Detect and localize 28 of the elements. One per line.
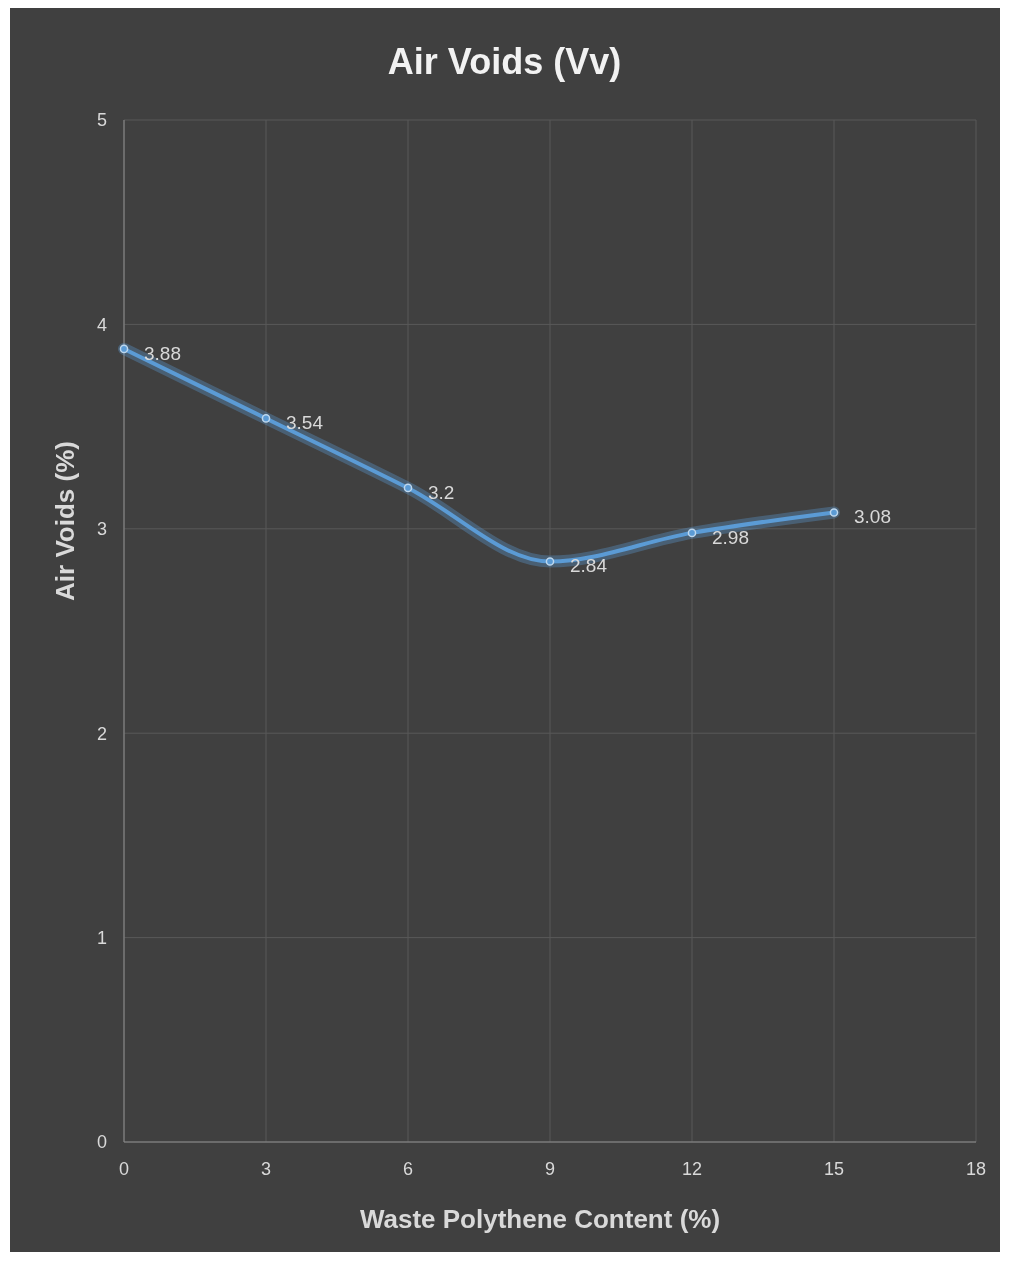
point	[829, 508, 839, 517]
point	[403, 483, 413, 493]
data-label: 2.84	[570, 555, 608, 577]
y-tick-label: 0	[96, 1132, 108, 1153]
x-axis-title: Waste Polythene Content (%)	[359, 1204, 721, 1234]
chart-title: Air Voids (Vv)	[387, 41, 622, 82]
y-axis-title: Air Voids (%)	[50, 441, 80, 601]
x-tick-label: 15	[823, 1159, 845, 1179]
data-label: 3.08	[854, 506, 891, 528]
x-tick-label: 6	[402, 1159, 414, 1179]
data-label: 3.2	[428, 481, 455, 503]
point	[687, 528, 697, 538]
data-label: 3.88	[144, 342, 181, 364]
data-label: 2.98	[712, 526, 749, 548]
point	[261, 414, 271, 423]
data-label: 3.54	[286, 412, 324, 434]
y-tick-label: 4	[96, 314, 108, 335]
y-tick-label: 5	[96, 110, 108, 131]
y-tick-label: 2	[96, 723, 108, 744]
x-tick-label: 3	[260, 1159, 272, 1179]
y-tick-label: 1	[96, 927, 108, 948]
point	[545, 557, 555, 566]
point	[119, 344, 129, 354]
x-tick-label: 12	[681, 1159, 703, 1179]
y-tick-label: 3	[96, 519, 108, 540]
x-tick-label: 0	[118, 1159, 130, 1179]
x-tick-label: 18	[965, 1159, 987, 1179]
x-tick-label: 9	[544, 1159, 556, 1179]
